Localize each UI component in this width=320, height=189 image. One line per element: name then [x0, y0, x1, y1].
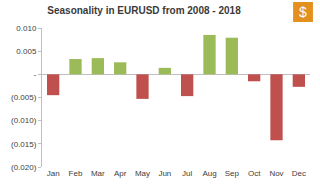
- svg-text:Jan: Jan: [47, 169, 60, 178]
- svg-text:Seasonality in EURUSD from 200: Seasonality in EURUSD from 2008 - 2018: [47, 5, 241, 16]
- svg-text:Mar: Mar: [91, 169, 105, 178]
- svg-text:Dec: Dec: [292, 169, 306, 178]
- svg-text:Oct: Oct: [248, 169, 261, 178]
- svg-text:-: -: [34, 70, 37, 79]
- svg-text:(0.010): (0.010): [11, 116, 37, 125]
- svg-text:(0.020): (0.020): [11, 163, 37, 172]
- svg-text:Jun: Jun: [158, 169, 171, 178]
- svg-text:Feb: Feb: [69, 169, 83, 178]
- svg-text:(0.005): (0.005): [11, 93, 37, 102]
- svg-text:Jul: Jul: [182, 169, 192, 178]
- svg-text:May: May: [135, 169, 150, 178]
- svg-text:Nov: Nov: [269, 169, 283, 178]
- svg-text:Apr: Apr: [114, 169, 127, 178]
- svg-text:Sep: Sep: [225, 169, 240, 178]
- svg-text:(0.015): (0.015): [11, 140, 37, 149]
- svg-text:0.005: 0.005: [16, 47, 37, 56]
- svg-text:$: $: [299, 4, 307, 20]
- svg-text:0.010: 0.010: [16, 24, 37, 33]
- svg-text:Aug: Aug: [202, 169, 216, 178]
